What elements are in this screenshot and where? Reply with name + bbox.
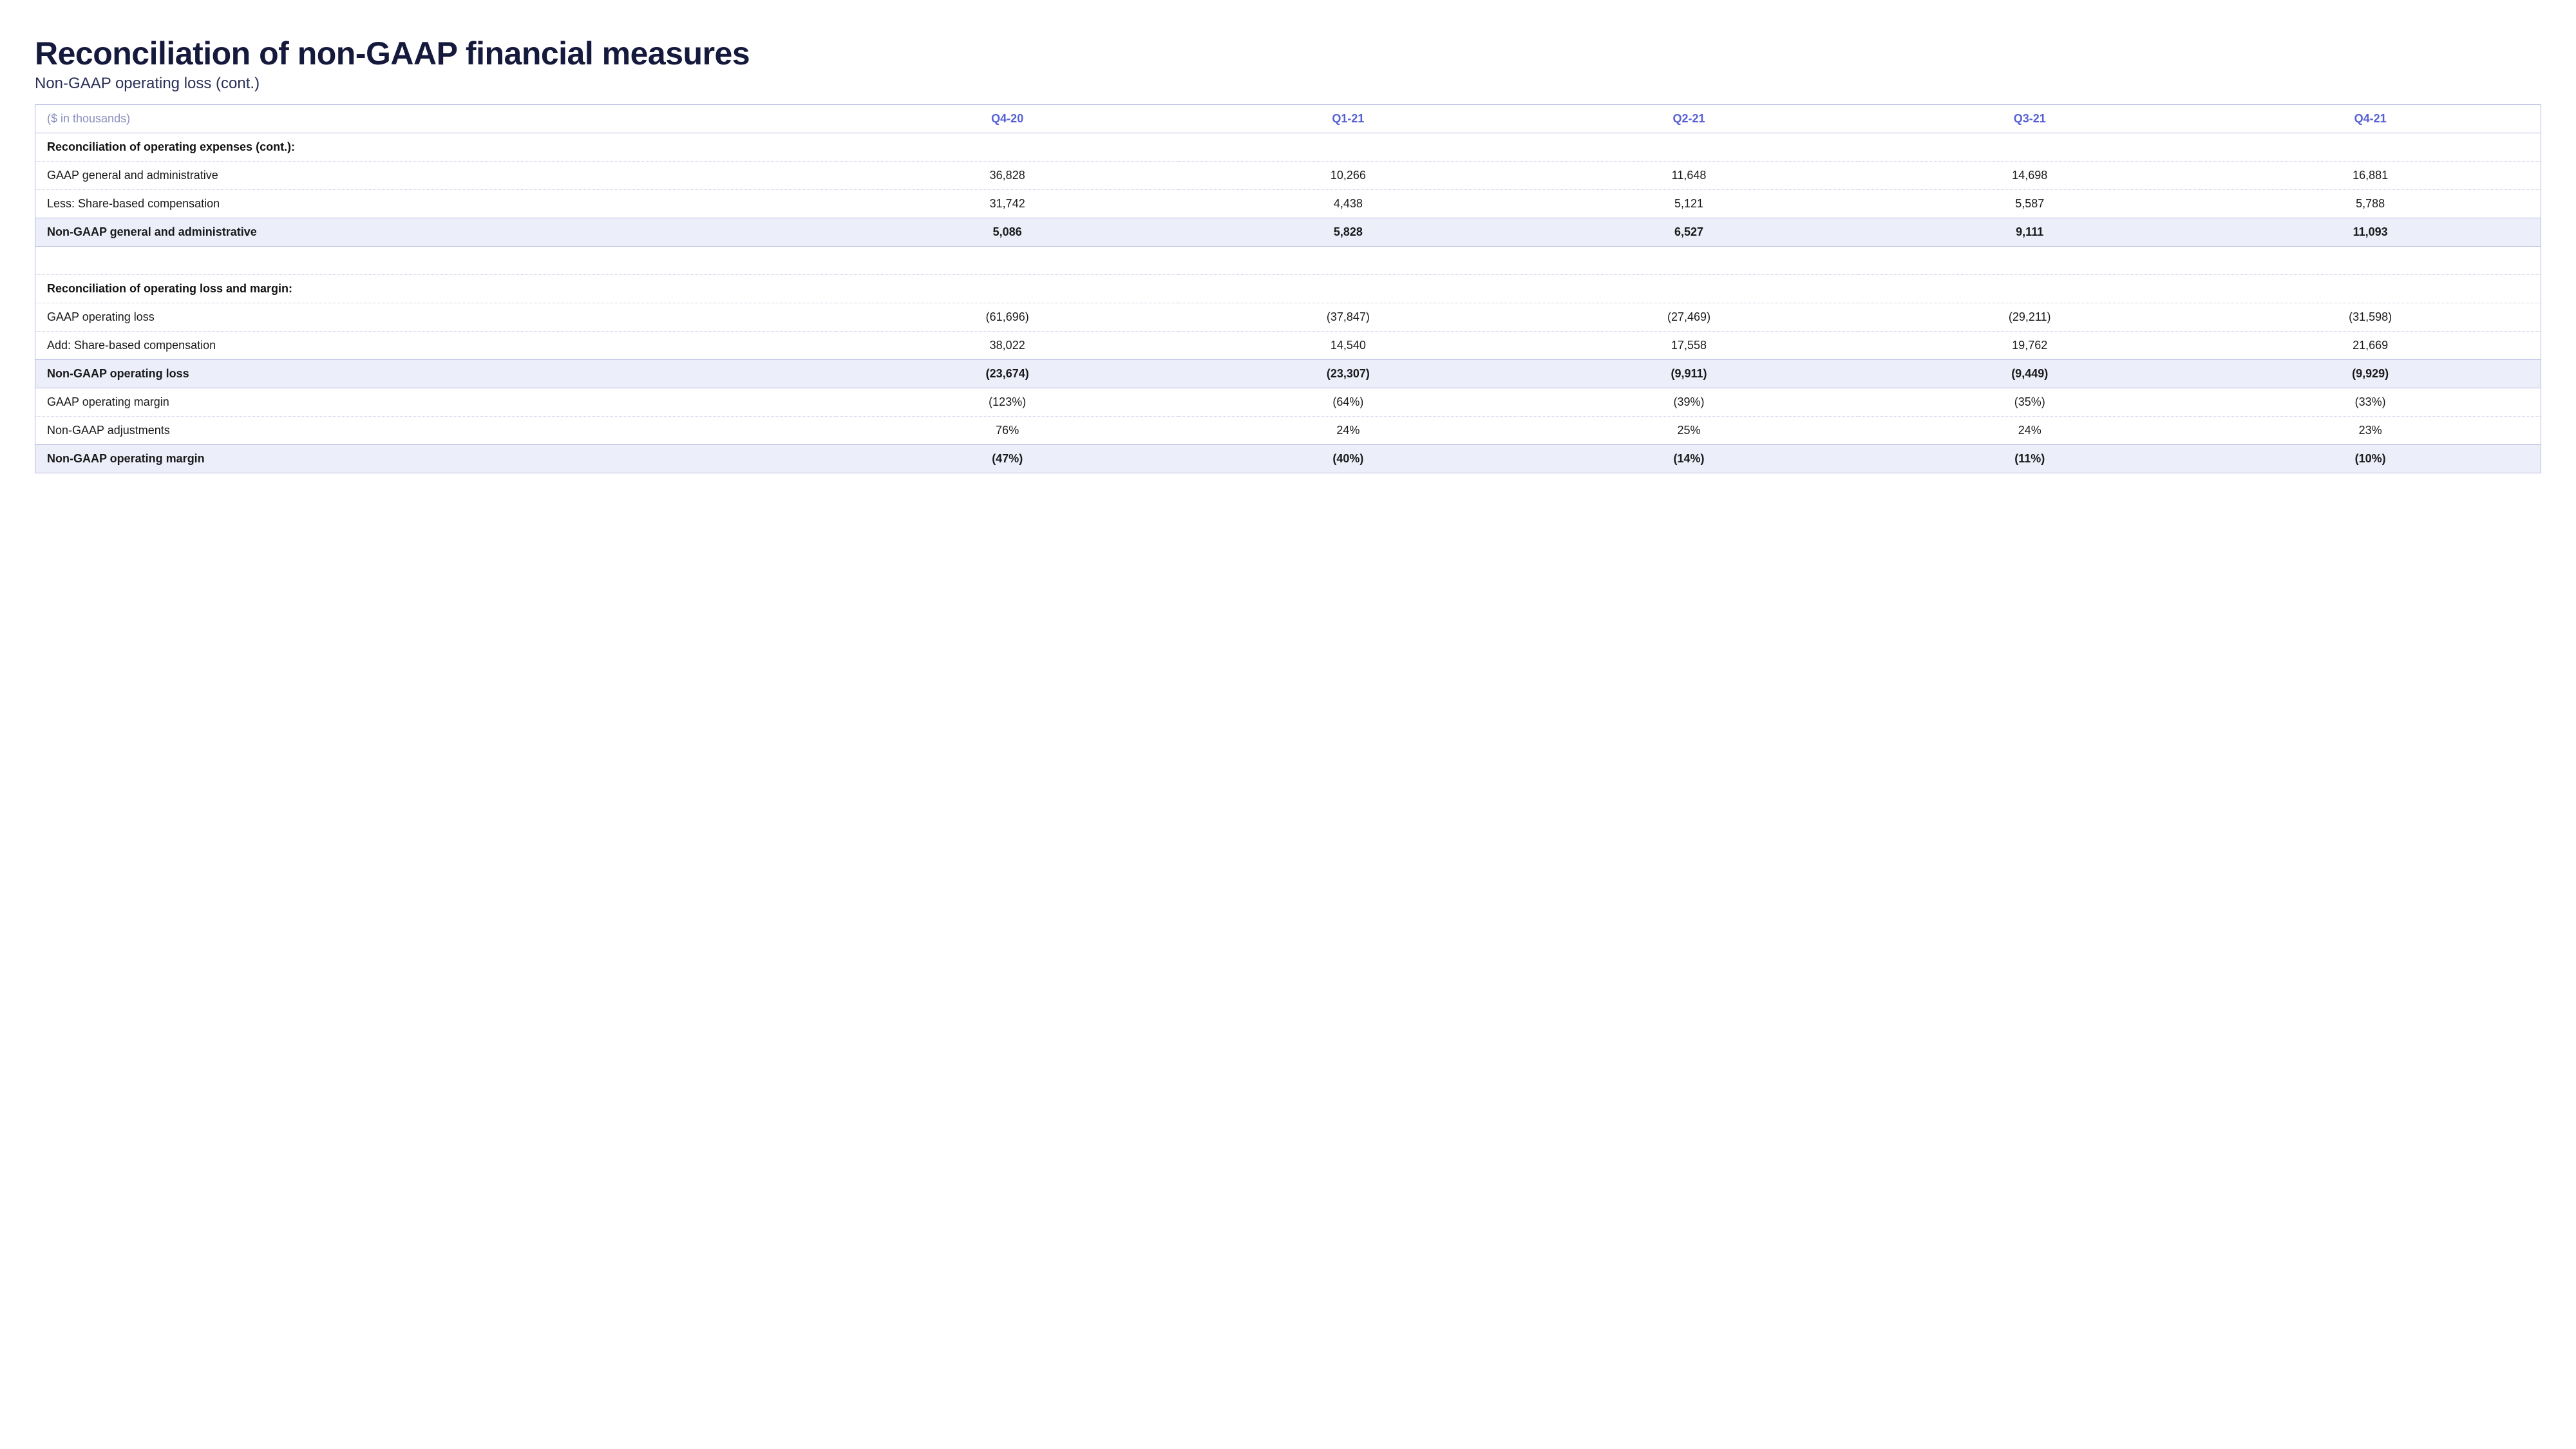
cell-value: 38,022 bbox=[837, 332, 1178, 360]
cell-value: 5,587 bbox=[1859, 190, 2200, 218]
table-row: Less: Share-based compensation31,7424,43… bbox=[35, 190, 2541, 218]
cell-value: 6,527 bbox=[1519, 218, 1859, 247]
cell-value: (40%) bbox=[1178, 445, 1519, 473]
cell-value: (31,598) bbox=[2200, 303, 2541, 332]
cell-value bbox=[1519, 275, 1859, 303]
cell-value: (11%) bbox=[1859, 445, 2200, 473]
cell-value bbox=[2200, 247, 2541, 275]
row-label: Reconciliation of operating loss and mar… bbox=[35, 275, 837, 303]
cell-value: 25% bbox=[1519, 417, 1859, 445]
cell-value bbox=[1178, 275, 1519, 303]
col-header: Q4-20 bbox=[837, 105, 1178, 133]
table-row: Reconciliation of operating loss and mar… bbox=[35, 275, 2541, 303]
cell-value bbox=[2200, 133, 2541, 162]
cell-value: (39%) bbox=[1519, 388, 1859, 417]
table-row: GAAP general and administrative36,82810,… bbox=[35, 162, 2541, 190]
cell-value: 21,669 bbox=[2200, 332, 2541, 360]
table-row: GAAP operating margin(123%)(64%)(39%)(35… bbox=[35, 388, 2541, 417]
cell-value: 14,698 bbox=[1859, 162, 2200, 190]
cell-value: (27,469) bbox=[1519, 303, 1859, 332]
table-row: Add: Share-based compensation38,02214,54… bbox=[35, 332, 2541, 360]
col-header: Q1-21 bbox=[1178, 105, 1519, 133]
table-row: GAAP operating loss(61,696)(37,847)(27,4… bbox=[35, 303, 2541, 332]
cell-value: (23,307) bbox=[1178, 360, 1519, 388]
cell-value: (9,911) bbox=[1519, 360, 1859, 388]
table-row bbox=[35, 247, 2541, 275]
col-header: Q2-21 bbox=[1519, 105, 1859, 133]
cell-value: (64%) bbox=[1178, 388, 1519, 417]
row-label bbox=[35, 247, 837, 275]
col-header: Q4-21 bbox=[2200, 105, 2541, 133]
cell-value: (9,929) bbox=[2200, 360, 2541, 388]
cell-value: (23,674) bbox=[837, 360, 1178, 388]
cell-value: 23% bbox=[2200, 417, 2541, 445]
cell-value: (35%) bbox=[1859, 388, 2200, 417]
cell-value bbox=[837, 133, 1178, 162]
table-row: Non-GAAP operating margin(47%)(40%)(14%)… bbox=[35, 445, 2541, 473]
cell-value: 17,558 bbox=[1519, 332, 1859, 360]
cell-value: 76% bbox=[837, 417, 1178, 445]
cell-value: 11,093 bbox=[2200, 218, 2541, 247]
cell-value: 16,881 bbox=[2200, 162, 2541, 190]
cell-value bbox=[837, 275, 1178, 303]
cell-value: 24% bbox=[1178, 417, 1519, 445]
cell-value: 5,086 bbox=[837, 218, 1178, 247]
row-label: GAAP operating loss bbox=[35, 303, 837, 332]
table-row: Non-GAAP operating loss(23,674)(23,307)(… bbox=[35, 360, 2541, 388]
row-label: Non-GAAP adjustments bbox=[35, 417, 837, 445]
table-header-row: ($ in thousands) Q4-20 Q1-21 Q2-21 Q3-21… bbox=[35, 105, 2541, 133]
cell-value: 36,828 bbox=[837, 162, 1178, 190]
cell-value bbox=[837, 247, 1178, 275]
cell-value: 31,742 bbox=[837, 190, 1178, 218]
table-row: Non-GAAP adjustments76%24%25%24%23% bbox=[35, 417, 2541, 445]
row-label: GAAP general and administrative bbox=[35, 162, 837, 190]
page-subtitle: Non-GAAP operating loss (cont.) bbox=[35, 75, 2541, 93]
table-row: Non-GAAP general and administrative5,086… bbox=[35, 218, 2541, 247]
cell-value: (14%) bbox=[1519, 445, 1859, 473]
cell-value bbox=[1178, 133, 1519, 162]
cell-value: 14,540 bbox=[1178, 332, 1519, 360]
col-header: Q3-21 bbox=[1859, 105, 2200, 133]
cell-value: (47%) bbox=[837, 445, 1178, 473]
row-label: Less: Share-based compensation bbox=[35, 190, 837, 218]
cell-value: 5,828 bbox=[1178, 218, 1519, 247]
row-label: Non-GAAP operating loss bbox=[35, 360, 837, 388]
cell-value bbox=[2200, 275, 2541, 303]
cell-value: 5,121 bbox=[1519, 190, 1859, 218]
cell-value bbox=[1859, 133, 2200, 162]
cell-value: (33%) bbox=[2200, 388, 2541, 417]
cell-value bbox=[1859, 247, 2200, 275]
cell-value: (10%) bbox=[2200, 445, 2541, 473]
page-title: Reconciliation of non-GAAP financial mea… bbox=[35, 35, 2541, 72]
cell-value bbox=[1859, 275, 2200, 303]
cell-value: 11,648 bbox=[1519, 162, 1859, 190]
cell-value: 24% bbox=[1859, 417, 2200, 445]
cell-value bbox=[1178, 247, 1519, 275]
cell-value: 9,111 bbox=[1859, 218, 2200, 247]
cell-value bbox=[1519, 247, 1859, 275]
cell-value: 10,266 bbox=[1178, 162, 1519, 190]
cell-value: (37,847) bbox=[1178, 303, 1519, 332]
table-row: Reconciliation of operating expenses (co… bbox=[35, 133, 2541, 162]
cell-value: 5,788 bbox=[2200, 190, 2541, 218]
cell-value: (61,696) bbox=[837, 303, 1178, 332]
reconciliation-table: ($ in thousands) Q4-20 Q1-21 Q2-21 Q3-21… bbox=[35, 104, 2541, 473]
row-label: Non-GAAP operating margin bbox=[35, 445, 837, 473]
header-units-label: ($ in thousands) bbox=[35, 105, 837, 133]
cell-value: (123%) bbox=[837, 388, 1178, 417]
row-label: Non-GAAP general and administrative bbox=[35, 218, 837, 247]
cell-value bbox=[1519, 133, 1859, 162]
row-label: Reconciliation of operating expenses (co… bbox=[35, 133, 837, 162]
cell-value: 4,438 bbox=[1178, 190, 1519, 218]
cell-value: 19,762 bbox=[1859, 332, 2200, 360]
cell-value: (29,211) bbox=[1859, 303, 2200, 332]
row-label: GAAP operating margin bbox=[35, 388, 837, 417]
cell-value: (9,449) bbox=[1859, 360, 2200, 388]
row-label: Add: Share-based compensation bbox=[35, 332, 837, 360]
